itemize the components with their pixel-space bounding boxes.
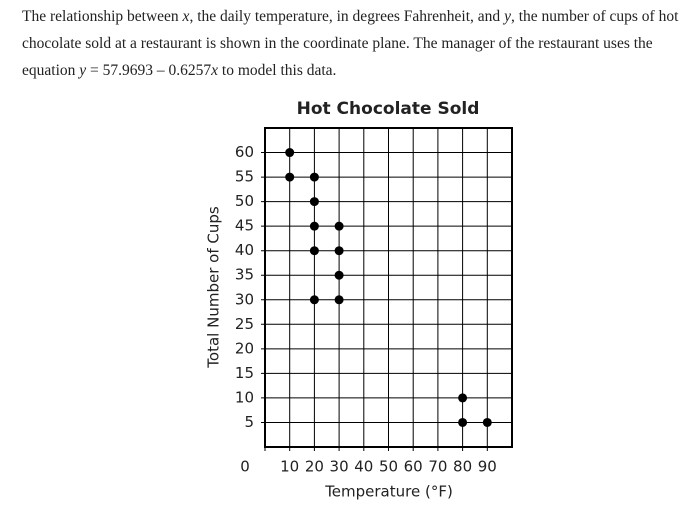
y-tick-label: 25 bbox=[235, 315, 254, 333]
data-point bbox=[285, 148, 295, 158]
y-axis-label: Total Number of Cups bbox=[205, 206, 223, 369]
x-tick-label: 30 bbox=[330, 458, 349, 476]
y-tick-label: 15 bbox=[235, 364, 254, 382]
intro-text: = 57.9693 – 0.6257 bbox=[86, 62, 212, 79]
y-tick-label: 40 bbox=[235, 241, 254, 259]
y-tick-label: 5 bbox=[244, 413, 254, 431]
y-tick-label: 50 bbox=[235, 192, 254, 210]
data-point bbox=[334, 221, 344, 231]
data-point bbox=[482, 417, 492, 427]
intro-text: The relationship between bbox=[22, 8, 183, 25]
data-point bbox=[309, 295, 319, 305]
x-tick-label: 10 bbox=[280, 458, 299, 476]
intro-text: to model this data. bbox=[218, 62, 337, 79]
data-point bbox=[334, 246, 344, 256]
intro-var: x bbox=[182, 8, 190, 25]
data-point bbox=[458, 393, 468, 403]
data-point bbox=[309, 172, 319, 182]
x-axis-label: Temperature (°F) bbox=[324, 483, 453, 501]
y-tick-label: 10 bbox=[235, 388, 254, 406]
intro-text: , the daily temperature, in degrees Fahr… bbox=[189, 8, 505, 25]
chart-title: Hot Chocolate Sold bbox=[297, 99, 480, 119]
intro-text: , the number of cups of hot chocolate so… bbox=[22, 8, 679, 79]
data-point bbox=[309, 221, 319, 231]
data-point bbox=[285, 172, 295, 182]
data-point bbox=[334, 295, 344, 305]
y-tick-label: 30 bbox=[235, 290, 254, 308]
y-tick-label: 60 bbox=[235, 143, 254, 161]
x-tick-label: 90 bbox=[478, 458, 497, 476]
y-tick-label: 35 bbox=[235, 266, 254, 284]
data-point bbox=[458, 417, 468, 427]
x-tick-label: 60 bbox=[404, 458, 423, 476]
y-tick-label: 45 bbox=[235, 217, 254, 235]
plot-frame bbox=[264, 127, 513, 448]
x-tick-label: 80 bbox=[453, 458, 472, 476]
x-tick-label: 40 bbox=[354, 458, 373, 476]
data-point bbox=[309, 197, 319, 207]
intro-var: x bbox=[211, 62, 219, 79]
data-point bbox=[334, 270, 344, 280]
data-point bbox=[309, 246, 319, 256]
intro-var: y bbox=[79, 62, 87, 79]
y-tick-label: 20 bbox=[235, 339, 254, 357]
y-tick-label: 55 bbox=[235, 168, 254, 186]
x-tick-label: 70 bbox=[428, 458, 447, 476]
x-tick-label: 20 bbox=[305, 458, 324, 476]
intro-var: y bbox=[504, 8, 511, 25]
intro-paragraph: The relationship between x, the daily te… bbox=[22, 3, 682, 84]
x-tick-label: 50 bbox=[379, 458, 398, 476]
x-tick-label: 0 bbox=[240, 458, 250, 476]
